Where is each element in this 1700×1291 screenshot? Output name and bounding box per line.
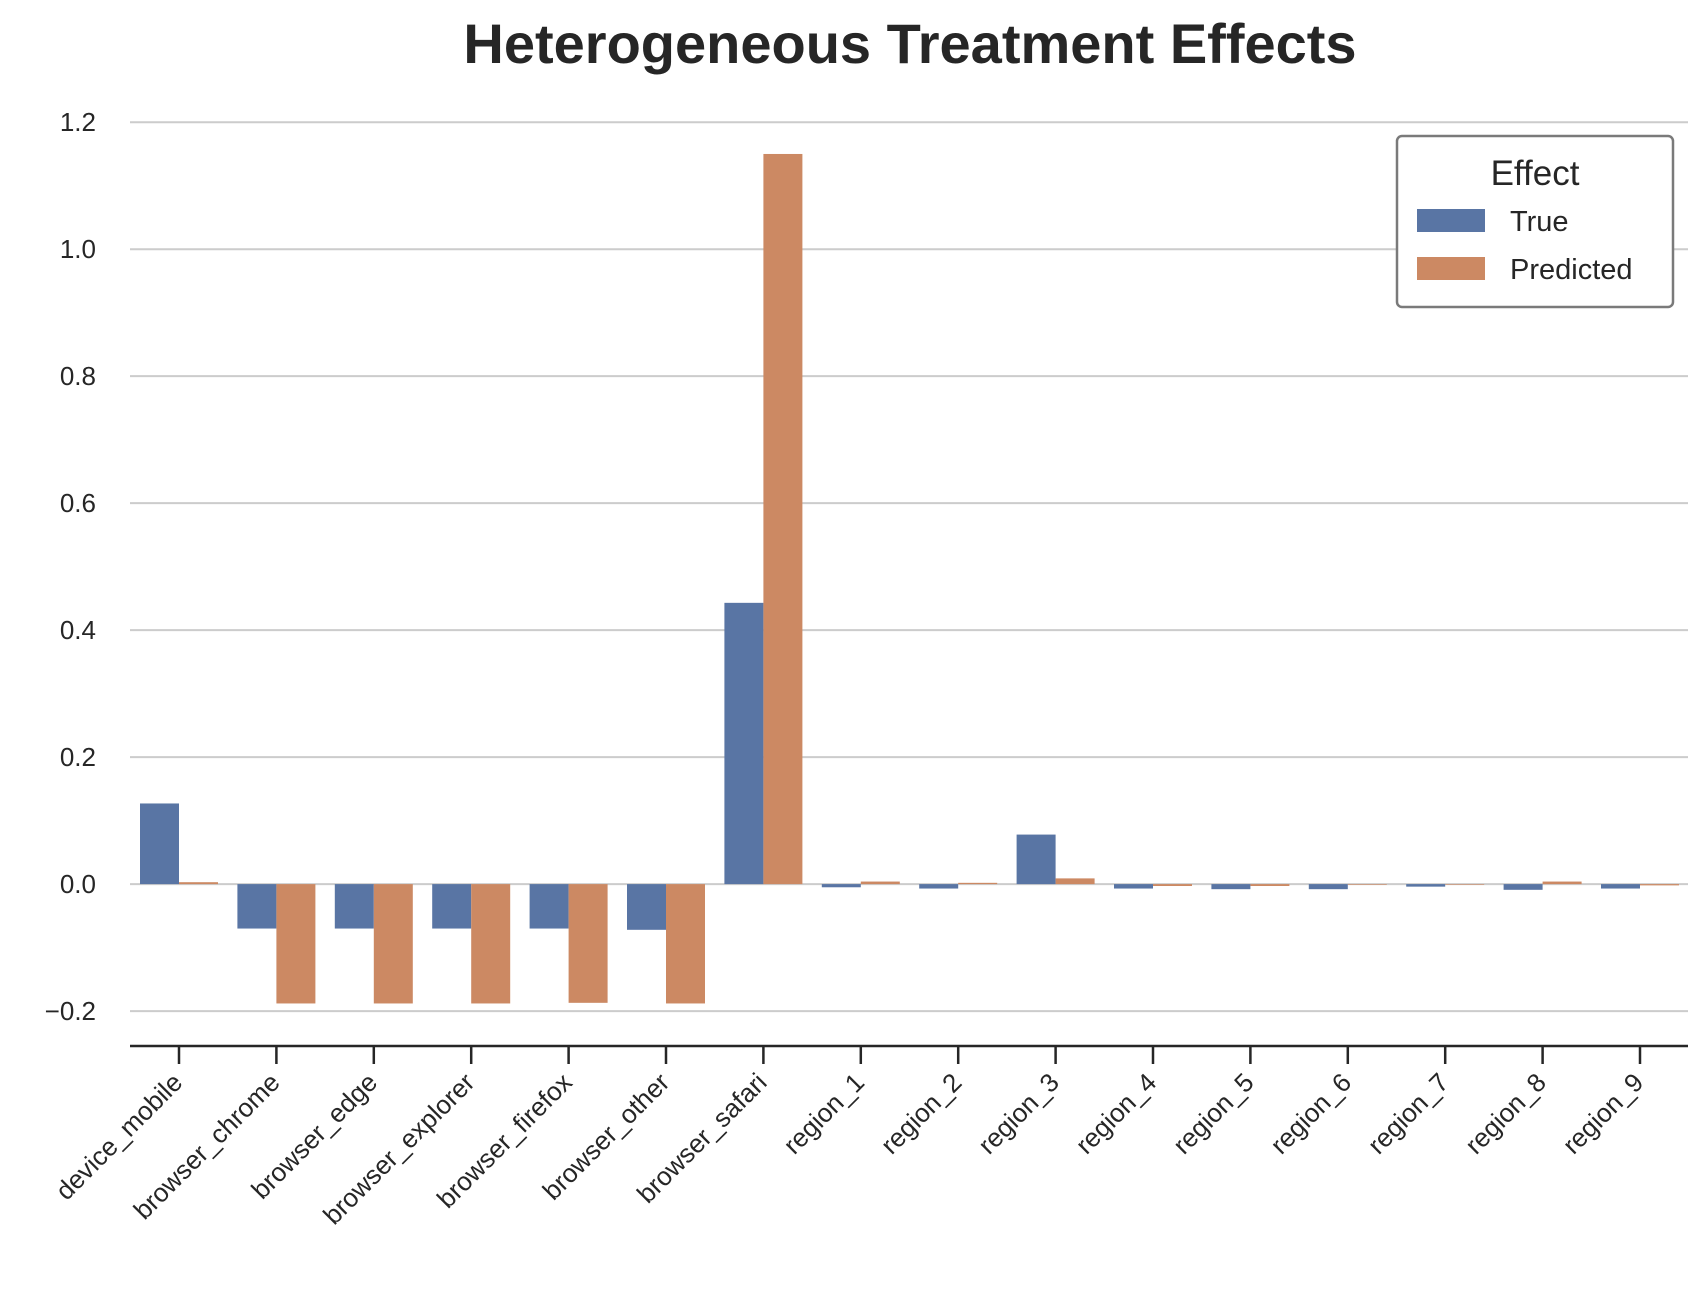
y-tick-label: 0.2 [60, 742, 96, 772]
bar-predicted-browser_explorer [471, 884, 511, 1004]
bar-true-device_mobile [140, 803, 179, 885]
bar-true-region_6 [1308, 884, 1348, 890]
x-tick-label: region_3 [972, 1067, 1065, 1160]
x-tick-label: region_6 [1264, 1067, 1357, 1160]
y-tick-label: 0.6 [60, 488, 96, 518]
legend: Effect True Predicted [1395, 134, 1675, 309]
legend-swatch-true [1417, 209, 1485, 232]
y-tick-label: 0.8 [60, 361, 96, 391]
bar-true-browser_safari [724, 602, 764, 885]
x-tick-label: region_8 [1459, 1067, 1552, 1160]
bar-predicted-region_3 [1055, 878, 1095, 885]
y-tick-label: 1.0 [60, 234, 96, 264]
bar-predicted-region_4 [1153, 884, 1192, 887]
x-tick-label: region_9 [1556, 1067, 1649, 1160]
bar-predicted-region_8 [1542, 881, 1582, 885]
bar-true-region_4 [1114, 884, 1153, 889]
bar-true-browser_firefox [529, 884, 569, 929]
y-tick-label: 1.2 [60, 107, 96, 137]
x-tick-label: region_2 [875, 1067, 968, 1160]
x-tick-label: region_1 [777, 1067, 870, 1160]
x-tick-label: region_7 [1362, 1067, 1455, 1160]
bar-true-region_5 [1211, 884, 1251, 890]
legend-label-predicted: Predicted [1510, 254, 1633, 286]
bar-true-browser_explorer [432, 884, 472, 929]
bar-predicted-browser_other [666, 884, 705, 1004]
legend-title: Effect [1491, 154, 1580, 193]
bar-true-region_9 [1601, 884, 1640, 889]
bar-predicted-browser_firefox [568, 884, 608, 1003]
bar-true-region_7 [1406, 884, 1446, 887]
bar-predicted-region_5 [1250, 884, 1290, 887]
bar-predicted-region_2 [958, 882, 998, 885]
y-tick-label: 0.4 [60, 615, 96, 645]
y-tick-label: −0.2 [45, 996, 96, 1026]
chart-title: Heterogeneous Treatment Effects [463, 12, 1356, 75]
bar-true-region_1 [821, 884, 861, 888]
x-tick-label: region_4 [1069, 1067, 1162, 1160]
bar-true-region_3 [1016, 834, 1056, 885]
legend-swatch-predicted [1417, 257, 1485, 280]
bar-predicted-browser_chrome [276, 884, 316, 1004]
bar-true-browser_chrome [237, 884, 277, 929]
bar-predicted-browser_edge [373, 884, 413, 1004]
bar-predicted-region_7 [1445, 884, 1485, 885]
bar-true-region_2 [919, 884, 959, 889]
bar-predicted-region_1 [860, 881, 900, 885]
bar-predicted-device_mobile [179, 882, 218, 885]
bar-predicted-region_6 [1347, 884, 1387, 885]
bars [140, 153, 1679, 1004]
bar-true-browser_edge [334, 884, 374, 929]
bar-predicted-browser_safari [763, 153, 803, 885]
bar-true-browser_other [627, 884, 666, 930]
bar-predicted-region_9 [1640, 884, 1679, 886]
y-tick-label: 0.0 [60, 869, 96, 899]
x-tick-label: region_5 [1167, 1067, 1260, 1160]
bar-true-region_8 [1503, 884, 1543, 890]
legend-label-true: True [1510, 206, 1569, 238]
